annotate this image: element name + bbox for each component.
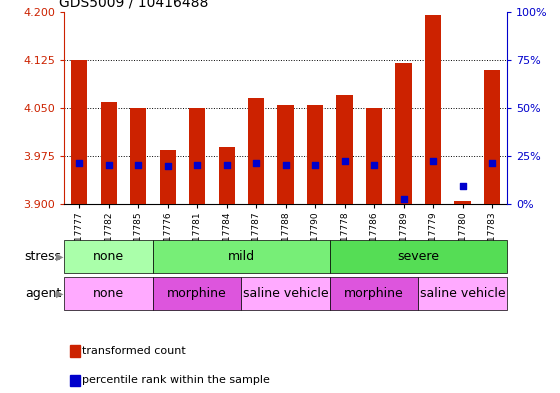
Point <box>104 162 113 168</box>
Text: morphine: morphine <box>344 287 404 300</box>
Text: transformed count: transformed count <box>82 346 186 356</box>
Bar <box>64 240 153 273</box>
Bar <box>71 60 87 204</box>
Bar <box>64 277 153 310</box>
Bar <box>330 240 507 273</box>
Text: agent: agent <box>25 287 62 300</box>
Bar <box>425 15 441 204</box>
Point <box>340 158 349 164</box>
Bar <box>418 277 507 310</box>
Bar <box>101 102 116 204</box>
Point <box>134 162 143 168</box>
Bar <box>330 277 418 310</box>
Bar <box>153 277 241 310</box>
Text: morphine: morphine <box>167 287 227 300</box>
Point <box>458 183 467 189</box>
Point <box>193 162 202 168</box>
Point <box>488 160 497 166</box>
Text: mild: mild <box>228 250 255 263</box>
Point <box>370 162 379 168</box>
Bar <box>337 95 353 204</box>
Bar <box>248 98 264 204</box>
Text: saline vehicle: saline vehicle <box>420 287 505 300</box>
Bar <box>278 105 293 204</box>
Point <box>399 196 408 202</box>
Text: stress: stress <box>25 250 62 263</box>
Point <box>428 158 437 164</box>
Bar <box>189 108 205 204</box>
Bar <box>455 201 470 204</box>
Point <box>74 160 83 166</box>
Point <box>163 163 172 169</box>
Text: ▶: ▶ <box>57 289 64 299</box>
Text: GDS5009 / 10416488: GDS5009 / 10416488 <box>59 0 208 10</box>
Bar <box>307 105 323 204</box>
Bar <box>366 108 382 204</box>
Text: saline vehicle: saline vehicle <box>243 287 328 300</box>
Bar <box>484 70 500 204</box>
Text: none: none <box>93 250 124 263</box>
Point <box>251 160 260 166</box>
Bar <box>241 277 330 310</box>
Point <box>222 162 231 168</box>
Text: percentile rank within the sample: percentile rank within the sample <box>82 375 270 386</box>
Text: none: none <box>93 287 124 300</box>
Bar <box>395 63 412 204</box>
Point <box>311 162 320 168</box>
Text: ▶: ▶ <box>57 252 64 261</box>
Bar <box>153 240 330 273</box>
Bar <box>160 150 176 204</box>
Bar <box>130 108 146 204</box>
Bar <box>218 147 235 204</box>
Point <box>281 162 290 168</box>
Text: severe: severe <box>397 250 439 263</box>
